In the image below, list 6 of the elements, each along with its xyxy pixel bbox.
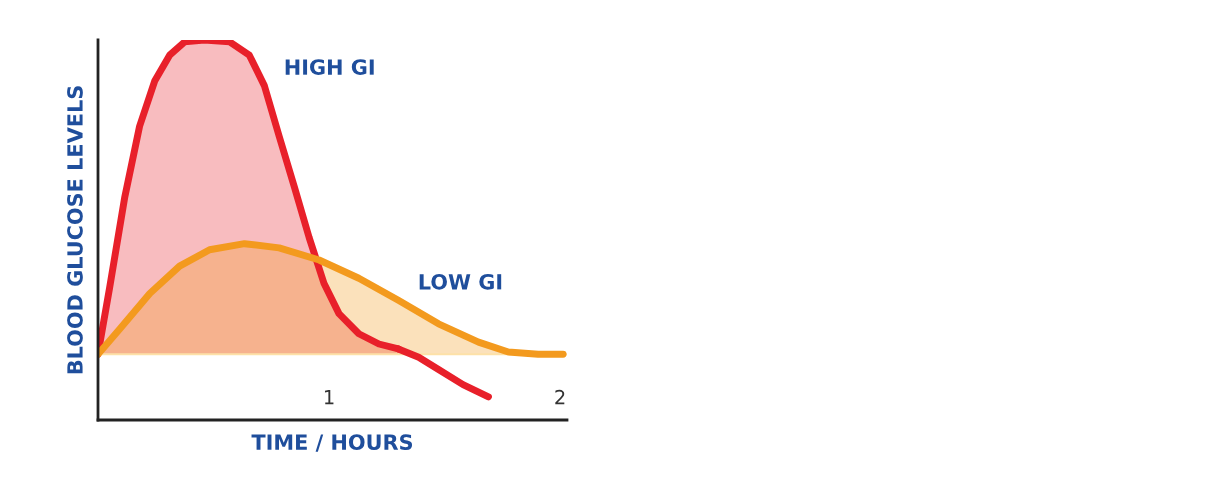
annotation: HIGH GI [285, 59, 374, 75]
x-tick-label: 1 [324, 390, 334, 405]
x-axis-title: TIME / HOURS [251, 434, 413, 452]
x-tick-label: 2 [555, 389, 565, 405]
y-axis-title: BLOOD GLUCOSE LEVELS [67, 86, 83, 374]
annotation: LOW GI [419, 273, 502, 290]
